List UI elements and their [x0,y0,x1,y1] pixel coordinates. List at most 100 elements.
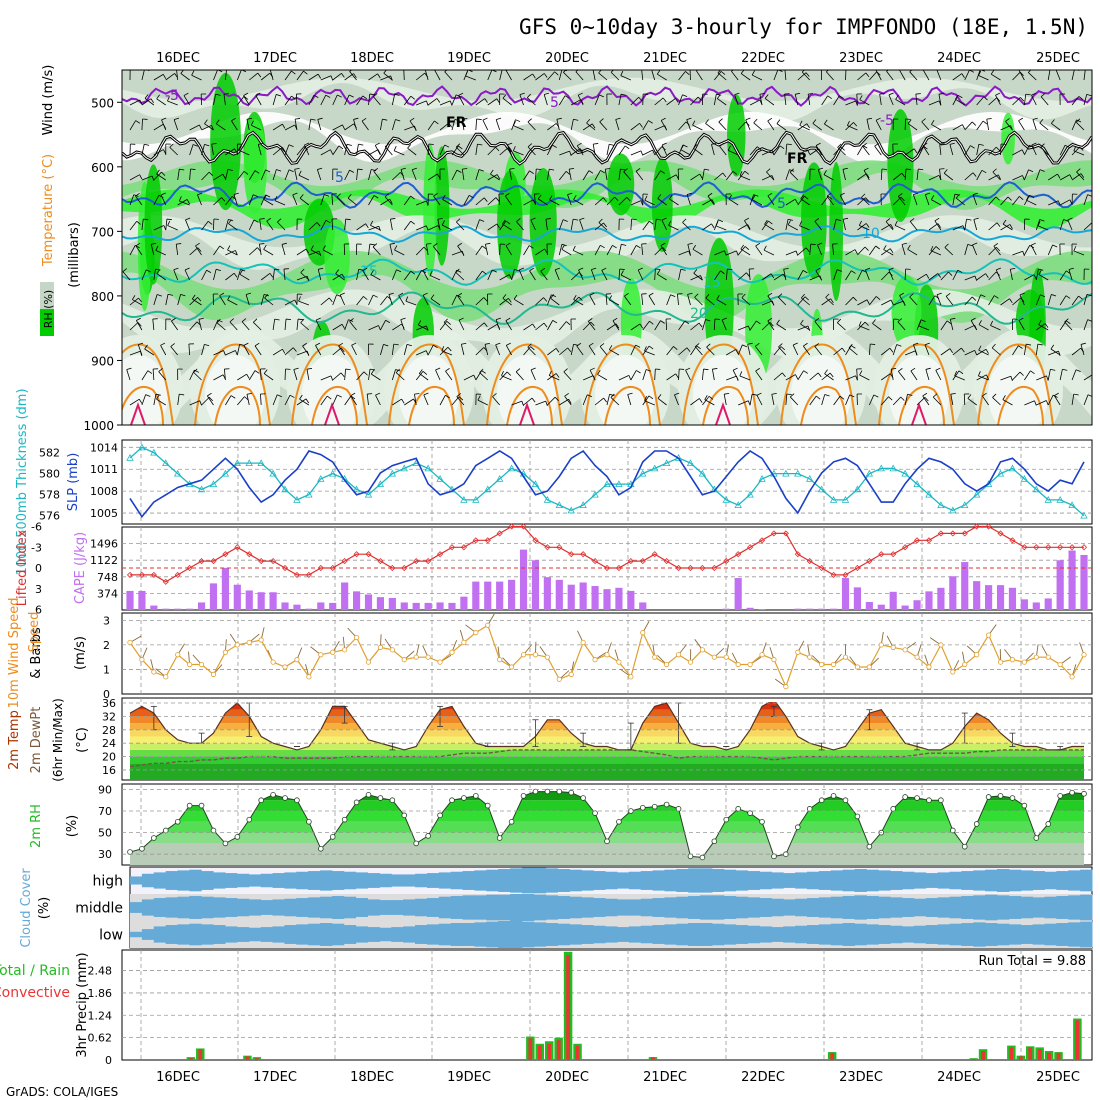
wind-barb-flag [972,192,978,196]
wind-barb-flag [174,117,180,120]
wind-barb [976,144,980,156]
wind-barb [856,368,858,381]
moist-column [423,143,437,278]
cloud-cell [1044,871,1057,890]
wind-barb-flag [263,369,268,374]
wind-barb [260,72,271,81]
wind-barb [809,372,819,381]
wind-barb-flag [865,197,870,202]
wind-barb-flag [478,169,484,172]
cloud-cell [308,871,321,890]
wind-barb-flag [1045,400,1049,406]
wind-barb-flag [718,219,724,223]
cloud-cell [450,923,464,946]
wind-barb [490,173,500,181]
wind-barb [939,169,942,181]
wind-barb [711,144,715,156]
rh-marker [532,788,539,795]
wind-barb-flag [270,68,275,69]
wind-barb [266,220,274,231]
wind-barb [332,145,340,156]
wind-barb-flag [983,96,988,101]
cloud-cell [961,923,974,946]
cloud-cell [367,927,380,942]
thickness-marker [603,480,611,487]
wind-barb [153,269,156,281]
wind-barb [895,99,906,106]
wind-barb-flag [516,218,521,222]
moist-column [324,218,350,295]
wind-barb [909,296,918,306]
wind-speed-marker [926,664,932,670]
wind-barb [1018,120,1025,131]
wind-barb [135,195,143,206]
wind-barb-flag [370,270,374,275]
wind-barb [308,95,315,106]
wind-barb [685,369,691,381]
precip-convective-label: Convective [0,985,70,1001]
cloud-cell [521,894,535,921]
wind-speed-marker [187,661,193,668]
wind-barb [863,170,870,181]
wind-barb-flag [361,117,367,122]
wind-barb [356,371,365,381]
wind-barb [865,269,870,281]
wind-barb-flag [388,292,394,295]
wind-barb-flag [978,371,981,377]
wind-barb [630,200,642,206]
wind-barb [766,171,775,181]
wind-barb-flag [495,197,500,202]
wind-barb-flag [799,221,802,226]
wind-barb [738,400,749,406]
wind-barb [898,371,906,381]
cloud-cell [973,870,986,891]
wind-barb [409,120,417,131]
wind-barb-flag [370,220,374,226]
wind-barb-flag [925,192,931,196]
wind-barb [404,125,415,131]
cloud-cell [296,871,309,890]
wind-barb [173,119,179,131]
cloud-cell [985,923,998,946]
wind-barb-flag [792,342,798,346]
wind-barb [439,346,449,356]
wind-speed-marker [389,647,395,653]
wind-barb-flag [425,68,430,69]
wind-barb-flag [744,170,749,175]
wind-barb [787,224,798,231]
wind-barb [748,269,751,281]
wind-barb [690,96,699,106]
wind-barb [988,295,995,306]
wind-barb [976,348,987,356]
wind-barb [547,320,554,331]
wind-tick-label: 2 [103,639,110,652]
wind-barb-flag [807,149,811,155]
cloud-cell [616,899,630,916]
wind-barb-flag [349,70,353,72]
temp-contour-5 [122,181,1092,209]
wind-barb [857,269,863,281]
wind-barb-flag [349,169,355,173]
wind-barb-flag [577,142,582,147]
wind-barb [1026,199,1037,206]
temp-contour-35 [715,401,731,425]
wind-speed-word: Speed [27,612,42,653]
wind-barb [749,194,754,206]
wind-barb [284,394,291,406]
date-label-top: 21DEC [643,51,687,66]
rh-marker [139,845,145,852]
wind-barb-flag [1075,118,1081,123]
wind-barb-flag [561,244,565,250]
wind-barb-flag [620,93,626,96]
wind-barb [995,95,1001,106]
cloud-cell [498,921,511,948]
wind-barb [936,70,942,81]
wind-barb-flag [1050,368,1056,371]
wind-barb-flag [934,217,940,222]
wind-barb-flag [184,267,190,271]
cloud-cell [795,872,808,889]
wind-barb-flag [578,296,583,301]
wind-barb-flag [423,246,428,252]
cloud-cell [284,925,297,944]
wind-barb [1012,97,1021,106]
